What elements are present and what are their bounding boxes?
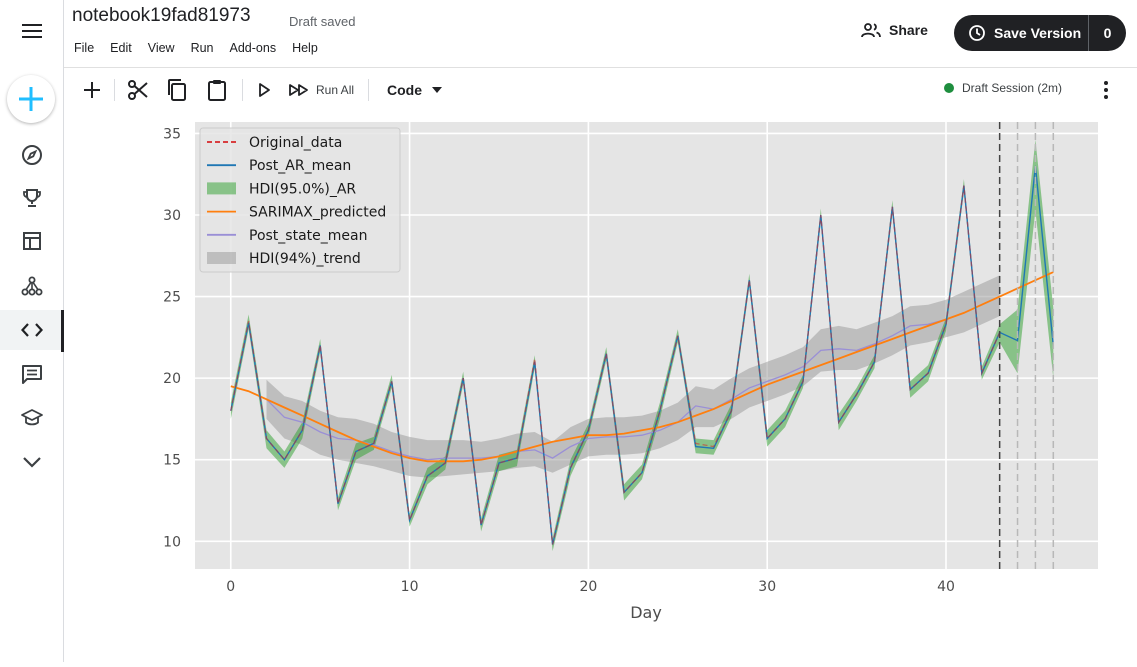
x-tick-label: 40: [937, 579, 955, 595]
clipboard-icon: [208, 80, 226, 101]
menu-run[interactable]: Run: [190, 41, 214, 55]
y-tick-label: 25: [163, 290, 181, 306]
table-icon: [22, 232, 41, 250]
run-cell-button[interactable]: [256, 78, 272, 102]
run-all-label: Run All: [316, 83, 355, 97]
x-tick-label: 0: [226, 579, 235, 595]
y-tick-label: 35: [163, 126, 181, 142]
menu-bar: File Edit View Run Add-ons Help: [74, 41, 334, 55]
forecast-plot: 0 10 20 30 40 10 15 20 25 30 35 Day Original_data P…: [163, 122, 1098, 622]
save-version-label: Save Version: [994, 25, 1082, 41]
create-icon: [19, 87, 43, 111]
paste-cell-button[interactable]: [206, 78, 228, 102]
history-icon: [969, 25, 985, 41]
trophy-icon: [22, 189, 41, 207]
menu-view[interactable]: View: [147, 41, 175, 55]
lines: [230, 165, 1054, 545]
bands: [230, 139, 1054, 552]
models-icon: [21, 276, 42, 296]
fast-forward-icon: [289, 84, 308, 96]
sidebar-more-button[interactable]: [0, 442, 63, 482]
sidebar-item-explore[interactable]: [0, 135, 63, 175]
forecast-boundaries: [998, 122, 1055, 569]
post-state-mean-line: [266, 296, 1000, 461]
sarimax-predicted-line: [230, 271, 1054, 463]
sidebar-item-datasets[interactable]: [0, 221, 63, 261]
sidebar-item-discussions[interactable]: [0, 354, 63, 394]
copy-cell-button[interactable]: [166, 78, 188, 102]
left-sidebar: [0, 0, 64, 662]
session-status-dot: [944, 83, 954, 93]
plus-icon: [84, 82, 100, 98]
legend-label: HDI(94%)_trend: [249, 251, 361, 267]
add-cell-button[interactable]: [81, 78, 103, 102]
save-version-button[interactable]: Save Version 0: [954, 15, 1126, 51]
cell-type-value: Code: [387, 82, 422, 98]
trend-hdi-band: [266, 275, 1000, 478]
save-status: Draft saved: [289, 14, 356, 29]
legend-label: HDI(95.0%)_AR: [249, 181, 356, 197]
y-tick-label: 30: [163, 208, 181, 224]
hamburger-menu-button[interactable]: [0, 11, 63, 51]
run-all-button[interactable]: Run All: [288, 78, 354, 102]
legend-label: Original_data: [249, 135, 342, 151]
sidebar-item-code[interactable]: [0, 310, 64, 352]
legend-label: Post_state_mean: [249, 228, 367, 244]
compass-icon: [21, 145, 42, 165]
save-version-count[interactable]: 0: [1103, 25, 1112, 41]
cell-toolbar: Run All Code Draft Session (2m): [64, 68, 1137, 112]
legend: Original_data Post_AR_mean HDI(95.0%)_AR SA…: [199, 127, 401, 273]
legend-swatch: [207, 252, 236, 264]
notebook-output-chart: 0 10 20 30 40 10 15 20 25 30 35 Day Original_data P…: [64, 112, 1137, 662]
sidebar-item-competitions[interactable]: [0, 178, 63, 218]
more-options-button[interactable]: [1094, 78, 1118, 102]
code-icon: [20, 323, 43, 337]
caret-down-icon: [432, 87, 442, 93]
learn-icon: [20, 409, 43, 426]
legend-label: Post_AR_mean: [249, 158, 351, 174]
menu-help[interactable]: Help: [292, 41, 318, 55]
people-icon: [861, 23, 881, 38]
session-status-label: Draft Session (2m): [962, 81, 1063, 95]
notebook-title[interactable]: notebook19fad81973: [72, 5, 251, 26]
notebook-header: notebook19fad81973 Draft saved File Edit…: [64, 0, 1137, 68]
sidebar-item-learn[interactable]: [0, 398, 63, 438]
y-tick-label: 15: [163, 453, 181, 469]
legend-label: SARIMAX_predicted: [249, 205, 386, 221]
chevron-down-icon: [22, 457, 41, 468]
comments-icon: [21, 365, 42, 384]
share-button[interactable]: Share: [861, 22, 928, 38]
x-tick-label: 30: [758, 579, 776, 595]
ar-hdi-band: [230, 139, 1054, 552]
kebab-icon: [1104, 81, 1108, 99]
cell-type-select[interactable]: Code: [387, 78, 442, 102]
legend-box: [199, 127, 401, 273]
original-data-line: [230, 185, 1001, 545]
x-tick-label: 20: [579, 579, 597, 595]
y-tick-label: 10: [163, 534, 181, 550]
x-axis-label: Day: [630, 603, 662, 622]
hamburger-icon: [21, 24, 42, 38]
y-tick-label: 20: [163, 371, 181, 387]
sidebar-item-models[interactable]: [0, 266, 63, 306]
create-button[interactable]: [7, 75, 55, 123]
menu-add-ons[interactable]: Add-ons: [229, 41, 277, 55]
x-tick-label: 10: [401, 579, 419, 595]
axis-ticks: 0 10 20 30 40 10 15 20 25 30 35: [163, 126, 955, 595]
copy-icon: [168, 79, 186, 101]
scissors-icon: [128, 80, 148, 100]
share-label: Share: [889, 22, 928, 38]
menu-edit[interactable]: Edit: [110, 41, 132, 55]
play-icon: [259, 83, 270, 97]
legend-swatch: [207, 182, 236, 195]
session-status[interactable]: Draft Session (2m): [944, 81, 1062, 95]
menu-file[interactable]: File: [74, 41, 95, 55]
cut-cell-button[interactable]: [126, 78, 150, 102]
